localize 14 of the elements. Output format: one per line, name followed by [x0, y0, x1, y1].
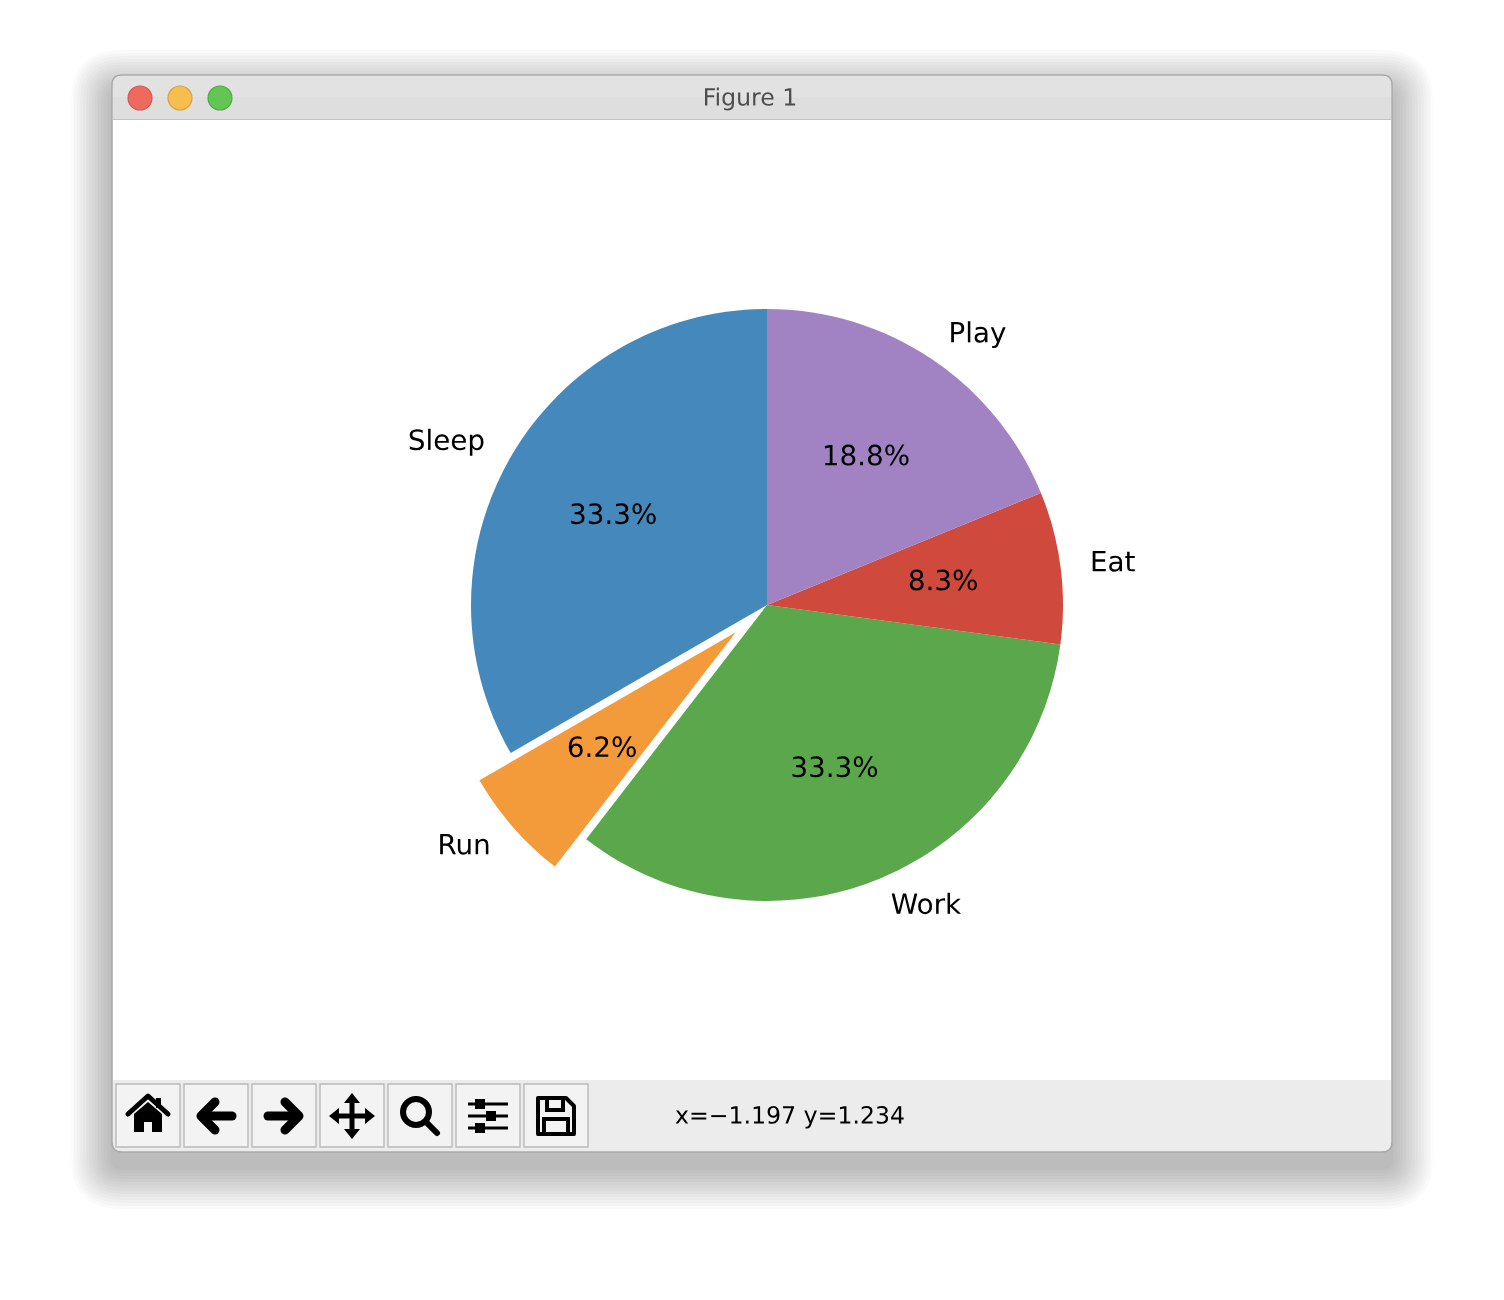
data-label: 33.3%: [792, 756, 878, 778]
slice-label: Sleep: [409, 428, 484, 456]
slice-label: Run: [440, 834, 489, 855]
pie-slice: [767, 309, 1041, 605]
data-label: 33.3%: [571, 503, 656, 525]
pie-slice: [767, 492, 1063, 645]
chart-title: Figure 1: [705, 87, 796, 111]
data-label: 8.3%: [909, 569, 977, 591]
slice-label: Eat: [1092, 551, 1135, 572]
data-label: 18.8%: [824, 444, 909, 466]
slice-label: Play: [951, 321, 1006, 349]
text: x=−1.197 y=1.234: [675, 1105, 904, 1129]
data-label: 6.2%: [568, 736, 636, 758]
slice-label: Work: [891, 892, 962, 915]
